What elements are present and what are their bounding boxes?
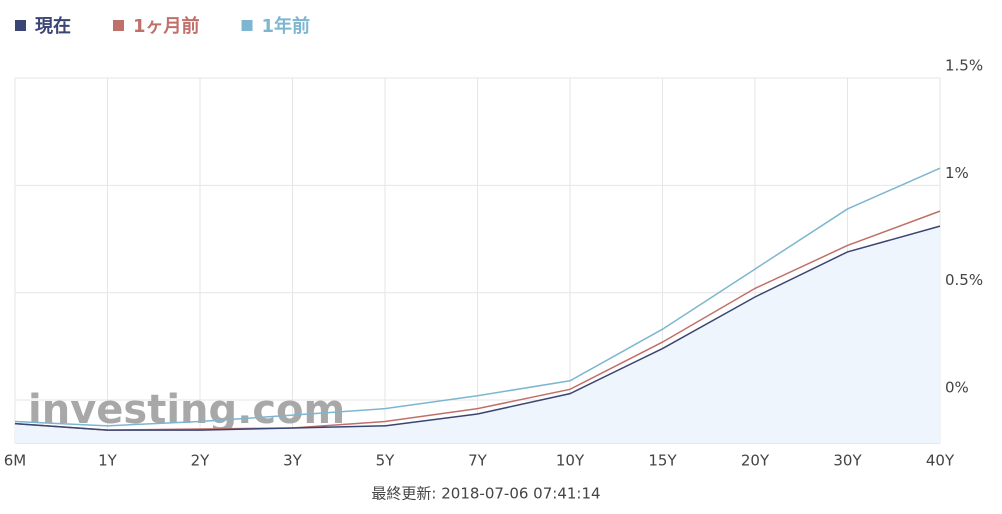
x-tick-label: 3Y xyxy=(283,452,303,470)
legend-label: 1ヶ月前 xyxy=(133,15,200,37)
watermark: investing.com xyxy=(28,387,345,433)
x-tick-label: 1Y xyxy=(98,452,118,470)
series-line xyxy=(14,167,941,427)
legend-swatch xyxy=(15,20,26,31)
x-tick-label: 2Y xyxy=(191,452,211,470)
x-tick-label: 6M xyxy=(4,452,27,470)
legend-swatch xyxy=(113,20,124,31)
y-tick-label: 0.5% xyxy=(945,271,983,289)
legend-label: 1年前 xyxy=(262,15,311,37)
y-tick-label: 1.5% xyxy=(945,57,983,75)
x-tick-label: 15Y xyxy=(648,452,677,470)
series-line xyxy=(14,225,941,431)
x-tick-label: 40Y xyxy=(926,452,955,470)
x-tick-label: 30Y xyxy=(833,452,862,470)
footer: 最終更新: 2018-07-06 07:41:14 xyxy=(371,485,600,503)
x-tick-label: 20Y xyxy=(741,452,770,470)
y-tick-label: 1% xyxy=(945,164,969,182)
x-tick-label: 10Y xyxy=(556,452,585,470)
x-tick-label: 5Y xyxy=(376,452,396,470)
y-tick-label: 0% xyxy=(945,379,969,397)
legend-label: 現在 xyxy=(35,15,71,37)
area xyxy=(15,226,940,443)
x-tick-label: 7Y xyxy=(468,452,488,470)
legend-swatch xyxy=(241,20,253,31)
